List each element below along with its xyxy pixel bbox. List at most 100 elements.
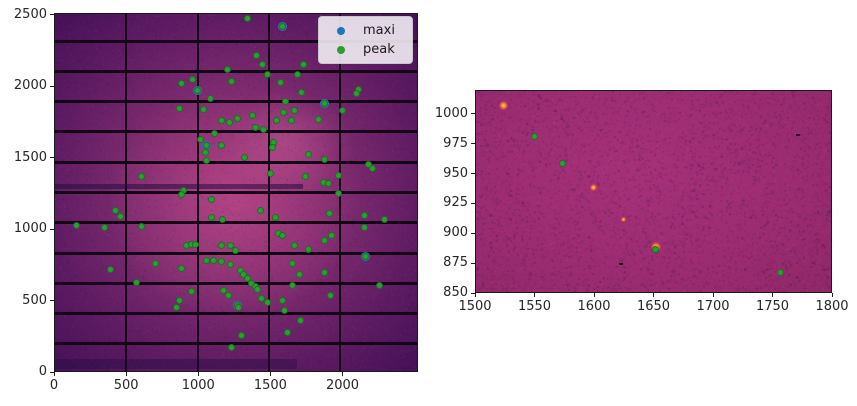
x-tick-label: 1750 [755, 299, 790, 314]
x-tick-mark [197, 372, 199, 376]
peak-point [304, 150, 312, 158]
x-tick-mark [534, 293, 535, 297]
peak-point [201, 148, 209, 156]
peak-point [283, 328, 291, 336]
peak-point [271, 213, 279, 221]
peak-point [297, 88, 305, 96]
dark-artifact-band [55, 359, 298, 369]
y-tick-label: 500 [22, 292, 47, 308]
module-gap-horizontal [55, 221, 417, 225]
peak-point [280, 306, 288, 314]
peak-point [211, 129, 219, 137]
x-tick-label: 0 [49, 378, 59, 393]
zoom-peak-point [530, 132, 538, 140]
peak-point [353, 89, 361, 97]
peak-point [199, 105, 207, 113]
peak-point [220, 286, 228, 294]
peak-point [172, 303, 180, 311]
x-tick-mark [772, 293, 773, 297]
peak-point [218, 116, 226, 124]
x-tick-label: 1800 [815, 299, 849, 314]
peak-point [321, 236, 329, 244]
y-tick-mark [471, 113, 475, 115]
peak-point [290, 106, 298, 114]
peak-point [208, 195, 216, 203]
peak-point [263, 298, 271, 306]
peak-point [299, 60, 307, 68]
peak-point [219, 215, 227, 223]
peak-point [235, 303, 243, 311]
x-tick-label: 1000 [181, 378, 215, 393]
peak-point [188, 75, 196, 83]
peak-point [117, 212, 125, 220]
peak-point [256, 206, 264, 214]
legend-item-peak: peak [329, 40, 404, 59]
module-gap-horizontal [55, 69, 417, 73]
x-tick-label: 1700 [696, 299, 730, 314]
x-tick-mark [712, 293, 714, 297]
legend-marker-peak-icon [337, 45, 345, 54]
peak-point [107, 265, 115, 273]
y-tick-mark [471, 292, 475, 294]
y-tick-label: 975 [443, 135, 468, 151]
y-tick-mark [50, 228, 54, 230]
x-tick-label: 1500 [458, 299, 492, 314]
y-tick-label: 925 [443, 195, 468, 211]
peak-point [187, 287, 195, 295]
peak-point [339, 106, 347, 114]
peak-point [288, 281, 296, 289]
x-tick-mark [653, 293, 654, 297]
peak-point [335, 189, 343, 197]
peak-point [226, 118, 234, 126]
x-tick-label: 1500 [253, 378, 287, 393]
peak-point [364, 160, 372, 168]
peak-point [327, 291, 335, 299]
peak-point [272, 116, 280, 124]
peak-point [210, 256, 218, 264]
peak-point [218, 241, 226, 249]
hot-pixel [498, 100, 508, 110]
x-tick-label: 500 [113, 378, 139, 393]
y-tick-mark [50, 85, 54, 87]
y-tick-label: 1000 [434, 105, 468, 121]
module-gap-horizontal [55, 160, 417, 164]
peak-point [266, 169, 274, 177]
x-tick-mark [125, 372, 127, 376]
hot-pixel [621, 217, 627, 223]
y-tick-mark [471, 143, 475, 145]
peak-point [254, 285, 262, 293]
detector-zoom-noise [476, 91, 831, 292]
x-tick-label: 1650 [636, 299, 671, 314]
peak-point [238, 331, 246, 339]
module-gap-horizontal [55, 190, 417, 194]
peak-point [335, 171, 343, 179]
legend-item-maxi: maxi [329, 21, 404, 40]
peak-point [278, 231, 286, 239]
y-tick-label: 850 [443, 285, 468, 300]
peak-point [177, 264, 185, 272]
peak-point [191, 240, 199, 248]
peak-point [232, 246, 240, 254]
peak-point [72, 221, 80, 229]
peak-point [368, 164, 376, 172]
legend: maxi peak [318, 16, 413, 64]
peak-point [177, 79, 185, 87]
module-gap-horizontal [55, 312, 417, 316]
zoom-peak-point [777, 269, 785, 276]
peak-point [263, 70, 271, 78]
peak-point [321, 99, 329, 107]
peak-point [258, 60, 266, 68]
peak-point [234, 114, 242, 122]
peak-point [208, 213, 216, 221]
peak-point [218, 141, 226, 149]
peak-point [228, 77, 236, 85]
x-tick-mark [269, 372, 271, 376]
peak-point [253, 51, 261, 59]
peak-point [177, 190, 185, 198]
peak-point [228, 343, 236, 351]
y-tick-label: 900 [443, 225, 468, 241]
peak-point [175, 296, 183, 304]
hot-pixel [590, 184, 598, 192]
peak-point [202, 156, 210, 164]
